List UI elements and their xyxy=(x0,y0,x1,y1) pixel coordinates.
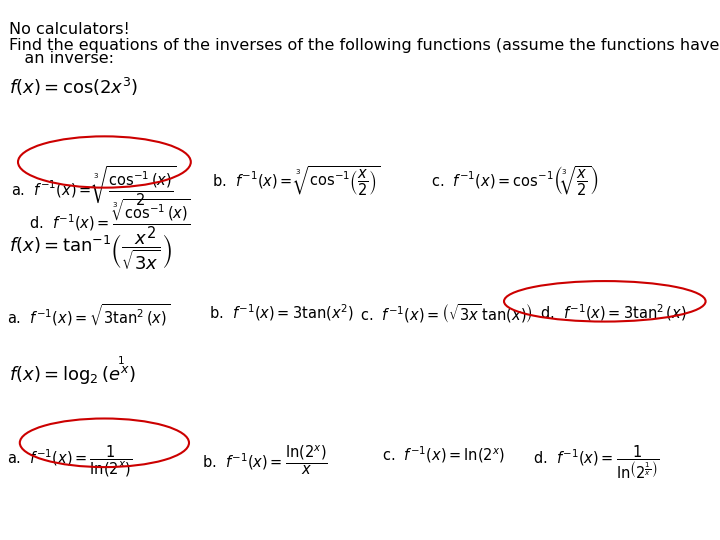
Text: a.  $f^{-1}(x)=\dfrac{1}{\ln(2^x)}$: a. $f^{-1}(x)=\dfrac{1}{\ln(2^x)}$ xyxy=(7,444,132,479)
Text: d.  $f^{-1}(x)=\dfrac{\sqrt[3]{\cos^{-1}(x)}}{2}$: d. $f^{-1}(x)=\dfrac{\sqrt[3]{\cos^{-1}(… xyxy=(29,197,191,240)
Text: a.  $f^{-1}(x)=\sqrt[3]{\dfrac{\cos^{-1}(x)}{2}}$: a. $f^{-1}(x)=\sqrt[3]{\dfrac{\cos^{-1}(… xyxy=(11,165,176,208)
Text: 1: 1 xyxy=(117,356,124,367)
Text: No calculators!: No calculators! xyxy=(9,22,130,37)
Text: d.  $f^{-1}(x)=\dfrac{1}{\ln\!\left(2^{\frac{1}{x}}\right)}$: d. $f^{-1}(x)=\dfrac{1}{\ln\!\left(2^{\f… xyxy=(533,444,659,482)
Text: $f(x)=\tan^{-1}\!\left(\dfrac{x}{\sqrt{3x}}\right)$: $f(x)=\tan^{-1}\!\left(\dfrac{x}{\sqrt{3… xyxy=(9,232,171,272)
Text: Find the equations of the inverses of the following functions (assume the functi: Find the equations of the inverses of th… xyxy=(9,38,719,53)
Text: a.  $f^{-1}(x)=\sqrt{3\tan^{2}(x)}$: a. $f^{-1}(x)=\sqrt{3\tan^{2}(x)}$ xyxy=(7,302,170,328)
Text: c.  $f^{-1}(x)=\ln(2^x)$: c. $f^{-1}(x)=\ln(2^x)$ xyxy=(382,444,505,464)
Text: $f(x)=\log_2(e^x)$: $f(x)=\log_2(e^x)$ xyxy=(9,364,135,387)
Text: b.  $f^{-1}(x)=3\tan(x^2)$: b. $f^{-1}(x)=3\tan(x^2)$ xyxy=(209,302,354,323)
Text: c.  $f^{-1}(x)=\left(\sqrt{3x}\,\tan(x)\right)$: c. $f^{-1}(x)=\left(\sqrt{3x}\,\tan(x)\r… xyxy=(360,302,533,325)
Text: an inverse:: an inverse: xyxy=(9,51,114,66)
Text: c.  $f^{-1}(x)=\cos^{-1}\!\left(\sqrt[3]{\dfrac{x}{2}}\right)$: c. $f^{-1}(x)=\cos^{-1}\!\left(\sqrt[3]{… xyxy=(431,165,598,198)
Text: $f(x) = \cos(2x^3)$: $f(x) = \cos(2x^3)$ xyxy=(9,76,138,98)
Text: d.  $f^{-1}(x)=3\tan^{2}(x)$: d. $f^{-1}(x)=3\tan^{2}(x)$ xyxy=(540,302,687,323)
Text: b.  $f^{-1}(x)=\dfrac{\ln(2^x)}{x}$: b. $f^{-1}(x)=\dfrac{\ln(2^x)}{x}$ xyxy=(202,444,328,477)
Text: b.  $f^{-1}(x)=\sqrt[3]{\cos^{-1}\!\left(\dfrac{x}{2}\right)}$: b. $f^{-1}(x)=\sqrt[3]{\cos^{-1}\!\left(… xyxy=(212,165,381,198)
